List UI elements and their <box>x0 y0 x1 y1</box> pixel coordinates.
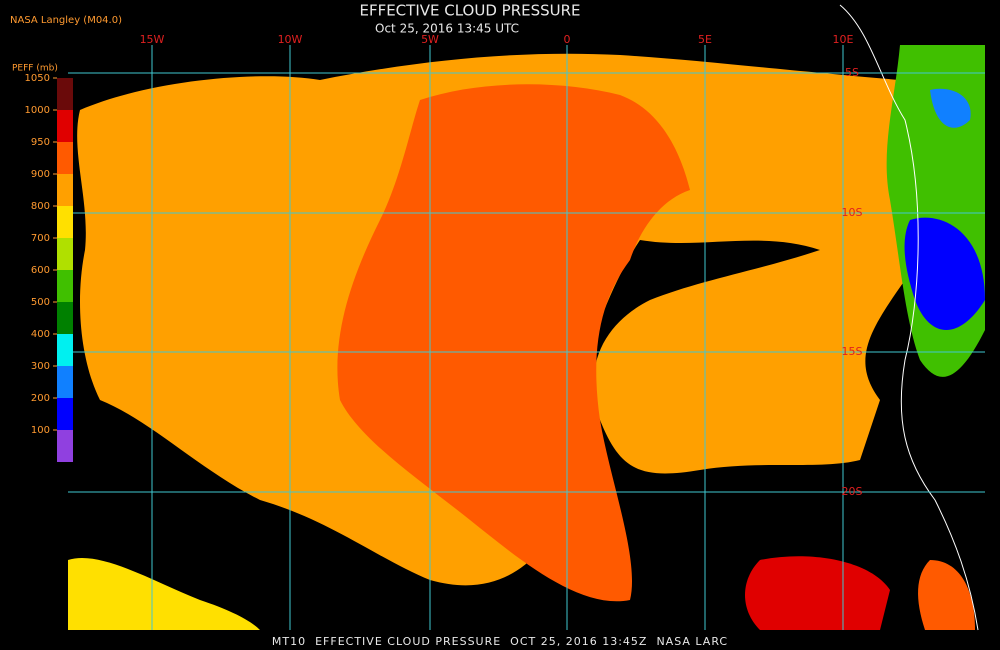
cloud-low <box>337 84 690 602</box>
lat-label: 10S <box>842 206 863 219</box>
cloud-sw <box>68 558 260 630</box>
lon-label: 0 <box>564 33 571 46</box>
legend-band <box>57 366 73 398</box>
legend-band <box>57 110 73 142</box>
legend-tick-label: 900 <box>31 169 50 180</box>
source: NASA Langley (M04.0) <box>10 15 122 26</box>
legend-band <box>57 238 73 270</box>
cloud-coast <box>918 560 975 630</box>
legend-tick-label: 600 <box>31 265 50 276</box>
legend-tick-label: 700 <box>31 233 50 244</box>
legend-band <box>57 78 73 110</box>
legend-tick-label: 100 <box>31 425 50 436</box>
legend-band <box>57 398 73 430</box>
coastline <box>839 4 979 631</box>
legend-tick-label: 400 <box>31 329 50 340</box>
lon-label: 5W <box>421 33 439 46</box>
legend-tick-label: 200 <box>31 393 50 404</box>
title: EFFECTIVE CLOUD PRESSURE <box>359 2 580 20</box>
legend-band <box>57 430 73 462</box>
legend-band <box>57 302 73 334</box>
legend-band <box>57 174 73 206</box>
legend-title: PEFF (mb) <box>12 64 58 74</box>
lon-label: 10E <box>833 33 854 46</box>
legend-band <box>57 334 73 366</box>
lat-label: 5S <box>845 66 859 79</box>
legend-band <box>57 270 73 302</box>
footer: MT10 EFFECTIVE CLOUD PRESSURE OCT 25, 20… <box>272 635 728 648</box>
legend-tick-label: 300 <box>31 361 50 372</box>
cloud-high <box>904 217 985 330</box>
lat-label: 20S <box>842 485 863 498</box>
legend-tick-label: 800 <box>31 201 50 212</box>
lon-label: 10W <box>278 33 303 46</box>
lat-label: 15S <box>842 345 863 358</box>
legend-band <box>57 142 73 174</box>
lon-label: 15W <box>140 33 165 46</box>
legend-band <box>57 206 73 238</box>
legend-tick-label: 1050 <box>25 73 50 84</box>
legend-tick-label: 950 <box>31 137 50 148</box>
cloud-imagery <box>68 4 985 631</box>
cloud-high-n <box>930 88 971 128</box>
lon-label: 5E <box>698 33 712 46</box>
legend-tick-label: 500 <box>31 297 50 308</box>
legend-tick-label: 1000 <box>25 105 50 116</box>
cloud-low-red <box>745 556 890 630</box>
subtitle: Oct 25, 2016 13:45 UTC <box>375 22 519 36</box>
